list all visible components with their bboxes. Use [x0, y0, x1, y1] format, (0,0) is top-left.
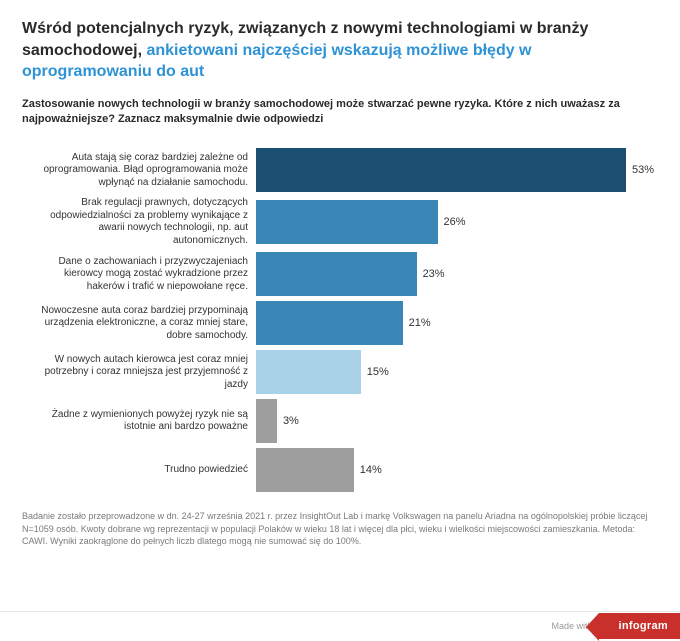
infogram-badge[interactable]: infogram	[599, 613, 680, 639]
bar-area: 21%	[256, 301, 652, 345]
chart-row: Żadne z wymienionych powyżej ryzyk nie s…	[28, 399, 652, 443]
footer: Made with infogram	[0, 611, 680, 639]
bar-value: 14%	[360, 464, 382, 476]
bar-label: Nowoczesne auta coraz bardziej przypomin…	[28, 305, 256, 343]
bar-value: 26%	[444, 216, 466, 228]
bar-label: Żadne z wymienionych powyżej ryzyk nie s…	[28, 409, 256, 434]
bar-label: Brak regulacji prawnych, dotyczących odp…	[28, 197, 256, 247]
bar	[256, 301, 403, 345]
bar-area: 26%	[256, 200, 652, 244]
bar-area: 53%	[256, 148, 654, 192]
bar	[256, 252, 417, 296]
methodology-footnote: Badanie zostało przeprowadzone w dn. 24-…	[22, 510, 658, 546]
bar	[256, 200, 438, 244]
bar-value: 21%	[409, 317, 431, 329]
bar-label: Dane o zachowaniach i przyzwyczajeniach …	[28, 256, 256, 294]
chart-row: Trudno powiedzieć 14%	[28, 448, 652, 492]
chart-row: W nowych autach kierowca jest coraz mnie…	[28, 350, 652, 394]
bar-value: 15%	[367, 366, 389, 378]
chart-row: Auta stają się coraz bardziej zależne od…	[28, 148, 652, 192]
bar-area: 14%	[256, 448, 652, 492]
bar-value: 53%	[632, 164, 654, 176]
bar-value: 3%	[283, 415, 299, 427]
chart-title: Wśród potencjalnych ryzyk, związanych z …	[22, 18, 658, 83]
bar-chart: Auta stają się coraz bardziej zależne od…	[28, 148, 652, 492]
chart-row: Nowoczesne auta coraz bardziej przypomin…	[28, 301, 652, 345]
bar	[256, 399, 277, 443]
bar-area: 23%	[256, 252, 652, 296]
bar-label: W nowych autach kierowca jest coraz mnie…	[28, 354, 256, 392]
bar-area: 15%	[256, 350, 652, 394]
survey-question: Zastosowanie nowych technologii w branży…	[22, 97, 658, 127]
bar	[256, 148, 626, 192]
bar-area: 3%	[256, 399, 652, 443]
bar	[256, 350, 361, 394]
chart-row: Brak regulacji prawnych, dotyczących odp…	[28, 197, 652, 247]
bar-value: 23%	[423, 268, 445, 280]
bar-label: Trudno powiedzieć	[28, 464, 256, 477]
bar-label: Auta stają się coraz bardziej zależne od…	[28, 152, 256, 190]
chart-row: Dane o zachowaniach i przyzwyczajeniach …	[28, 252, 652, 296]
bar	[256, 448, 354, 492]
